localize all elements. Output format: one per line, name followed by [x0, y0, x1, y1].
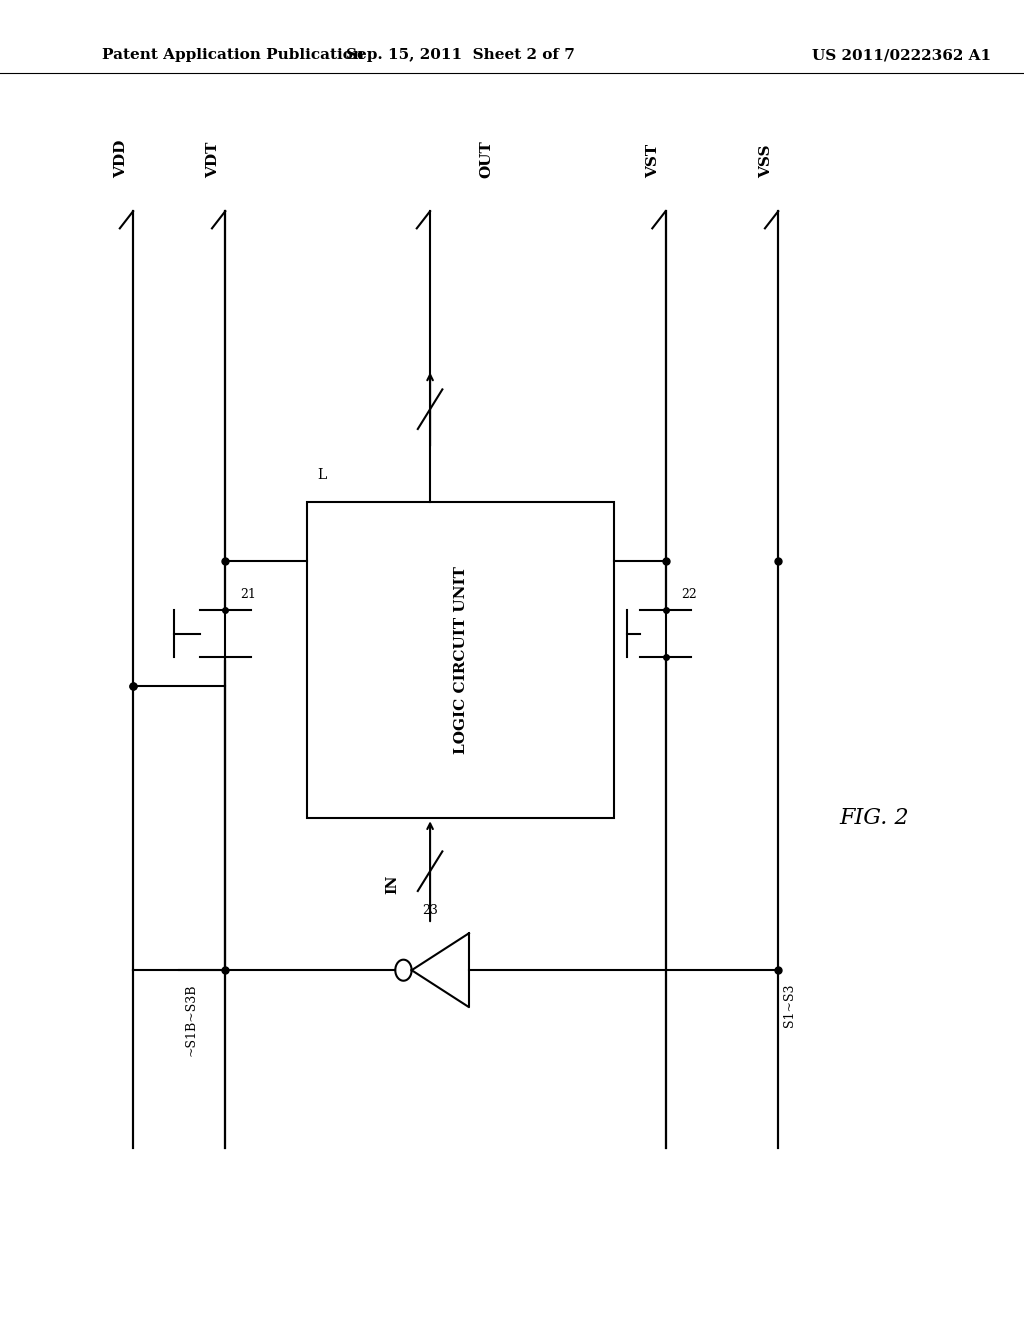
Text: VDD: VDD: [114, 140, 128, 178]
Text: VSS: VSS: [759, 145, 773, 178]
Text: OUT: OUT: [479, 140, 494, 178]
Text: FIG. 2: FIG. 2: [840, 808, 909, 829]
Text: IN: IN: [385, 875, 399, 894]
FancyBboxPatch shape: [307, 502, 614, 818]
Text: Sep. 15, 2011  Sheet 2 of 7: Sep. 15, 2011 Sheet 2 of 7: [346, 49, 575, 62]
Text: 23: 23: [422, 904, 438, 917]
Text: VDT: VDT: [206, 141, 220, 178]
Text: S1~S3: S1~S3: [783, 983, 797, 1027]
Text: US 2011/0222362 A1: US 2011/0222362 A1: [812, 49, 990, 62]
Text: LOGIC CIRCUIT UNIT: LOGIC CIRCUIT UNIT: [454, 566, 468, 754]
Text: Patent Application Publication: Patent Application Publication: [102, 49, 365, 62]
Text: ~S1B~S3B: ~S1B~S3B: [184, 983, 198, 1056]
Text: VST: VST: [646, 144, 660, 178]
Text: 22: 22: [681, 587, 696, 601]
Text: L: L: [317, 467, 327, 482]
Text: 21: 21: [241, 587, 257, 601]
